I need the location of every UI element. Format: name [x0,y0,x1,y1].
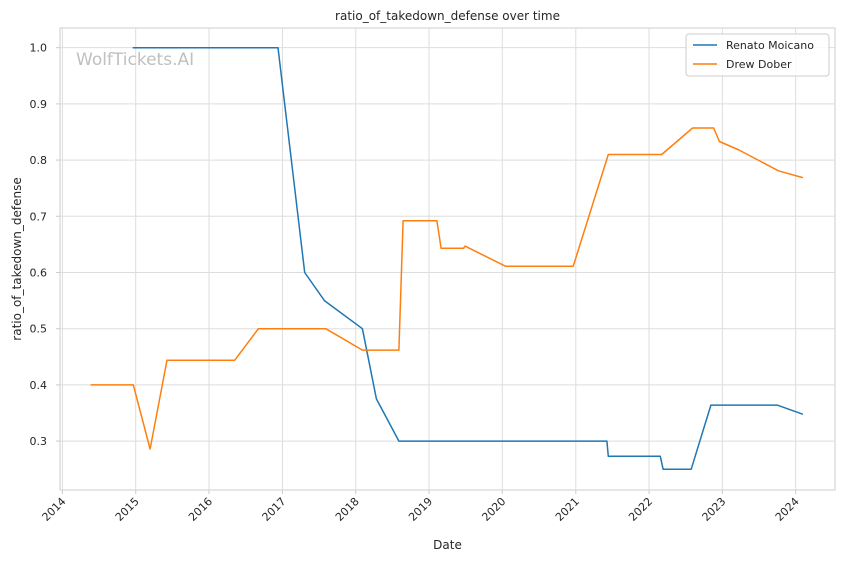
data-point [719,141,721,143]
data-point [776,404,778,406]
data-point [572,266,574,268]
y-tick-label: 0.7 [30,210,48,223]
data-point [398,349,400,351]
legend-label: Renato Moicano [726,39,814,52]
data-point [710,404,712,406]
legend: Renato Moicano Drew Dober [685,33,830,77]
data-point [690,468,692,470]
data-point [608,154,610,156]
data-point [277,47,279,49]
data-point [436,220,438,222]
y-tick-label: 0.6 [30,266,48,279]
data-point [606,440,608,442]
legend-box [685,33,830,77]
y-tick-label: 0.3 [30,435,48,448]
x-tick-label: 2020 [479,495,508,524]
x-tick-label: 2018 [333,495,362,524]
data-point [325,328,327,330]
data-point [802,177,804,179]
data-point [362,349,364,351]
x-tick-label: 2016 [186,495,215,524]
data-point [464,245,466,247]
x-axis-title: Date [433,538,462,552]
data-point [662,468,664,470]
data-point [133,384,135,386]
data-point [802,413,804,415]
x-axis: 2014 2015 2016 2017 2018 2019 2020 2021 2022 2023… [40,490,802,524]
data-point [362,328,364,330]
data-point [166,359,168,361]
data-point [149,448,151,450]
y-tick-label: 1.0 [30,42,48,55]
data-point [778,170,780,172]
series-line [90,127,804,450]
x-tick-label: 2023 [699,495,728,524]
data-point [713,127,715,129]
x-tick-label: 2024 [773,495,802,524]
y-tick-label: 0.5 [30,323,48,336]
y-tick-label: 0.9 [30,98,48,111]
x-tick-label: 2017 [260,495,289,524]
watermark: WolfTickets.AI [76,50,194,70]
x-tick-label: 2014 [40,495,69,524]
data-point [304,272,306,274]
x-tick-label: 2021 [553,495,582,524]
chart-title: ratio_of_takedown_defense over time [335,9,560,23]
data-point [90,384,92,386]
data-point [660,456,662,458]
data-point [463,248,465,250]
data-point [661,154,663,156]
series-line [132,46,804,470]
data-point [258,328,260,330]
series-drew-dober [90,127,804,450]
y-axis-title: ratio_of_takedown_defense [10,177,24,340]
series-lines [90,46,804,470]
legend-label: Drew Dober [726,58,792,71]
data-point [440,248,442,250]
data-point [692,127,694,129]
data-point [738,149,740,151]
data-point [324,300,326,302]
data-point [133,47,135,49]
y-tick-label: 0.4 [30,379,48,392]
series-renato-moicano [132,46,804,470]
x-tick-label: 2022 [626,495,655,524]
grid [60,28,835,490]
data-point [505,266,507,268]
data-point [398,440,400,442]
y-tick-label: 0.8 [30,154,48,167]
y-axis: 0.3 0.4 0.5 0.6 0.7 0.8 0.9 1.0 [30,42,60,448]
x-tick-label: 2019 [406,495,435,524]
data-point [234,359,236,361]
data-point [608,456,610,458]
data-point [376,398,378,400]
plot-area [59,27,836,491]
data-point [402,220,404,222]
x-tick-label: 2015 [113,495,142,524]
